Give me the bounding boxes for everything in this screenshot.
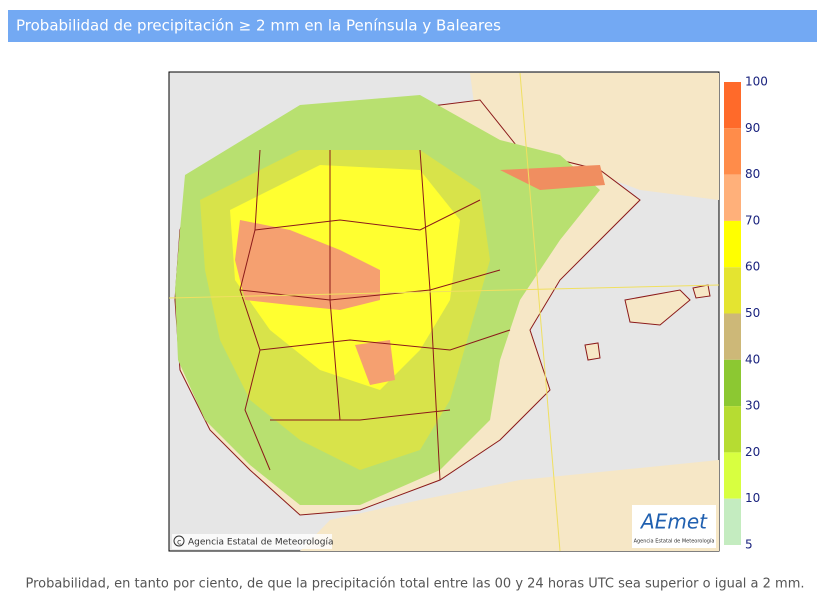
legend-band [724, 220, 741, 268]
legend-band [724, 313, 741, 360]
copyright: Agencia Estatal de Meteorología [188, 538, 334, 548]
caption: Probabilidad, en tanto por ciento, de qu… [25, 577, 804, 592]
island [584, 342, 601, 361]
precip-area [500, 165, 605, 190]
precip-area [355, 340, 395, 385]
borders [239, 149, 511, 481]
land-france [470, 73, 719, 200]
legend-label: 90 [745, 121, 760, 135]
graticule [168, 72, 720, 552]
legend-band [724, 452, 741, 499]
legend-band [724, 128, 741, 175]
logo-box [632, 505, 716, 548]
copyright-c: c [177, 538, 181, 547]
legend-label: 60 [745, 260, 760, 274]
copyright-icon [173, 535, 185, 547]
legend-band [724, 267, 741, 314]
legend-label: 100 [745, 75, 768, 89]
map: c Agencia Estatal de Meteorología AEmet … [168, 71, 720, 552]
island [692, 284, 711, 299]
legend-label: 80 [745, 167, 760, 181]
logo-subtitle: Agencia Estatal de Meteorología [634, 538, 715, 545]
legend-band [724, 498, 741, 545]
header-bar [8, 10, 817, 42]
legend-band [724, 174, 741, 221]
legend-label: 50 [745, 306, 760, 320]
precip-area [235, 220, 380, 310]
header-title: Probabilidad de precipitación ≥ 2 mm en … [16, 17, 501, 35]
legend-band [724, 359, 741, 407]
legend-label: 70 [745, 213, 760, 227]
legend-band [724, 82, 741, 129]
legend-label: 20 [745, 445, 760, 459]
legend-label: 10 [745, 491, 760, 505]
land-africa [300, 460, 719, 551]
copyright-bg [172, 534, 332, 549]
legend-label: 40 [745, 352, 760, 366]
legend-label: 5 [745, 538, 753, 552]
logo: AEmet [639, 510, 708, 534]
legend-band [724, 406, 741, 453]
legend-label: 30 [745, 399, 760, 413]
island [624, 289, 691, 326]
legend: 100 90 80 70 60 50 40 30 20 10 5 [724, 75, 768, 552]
